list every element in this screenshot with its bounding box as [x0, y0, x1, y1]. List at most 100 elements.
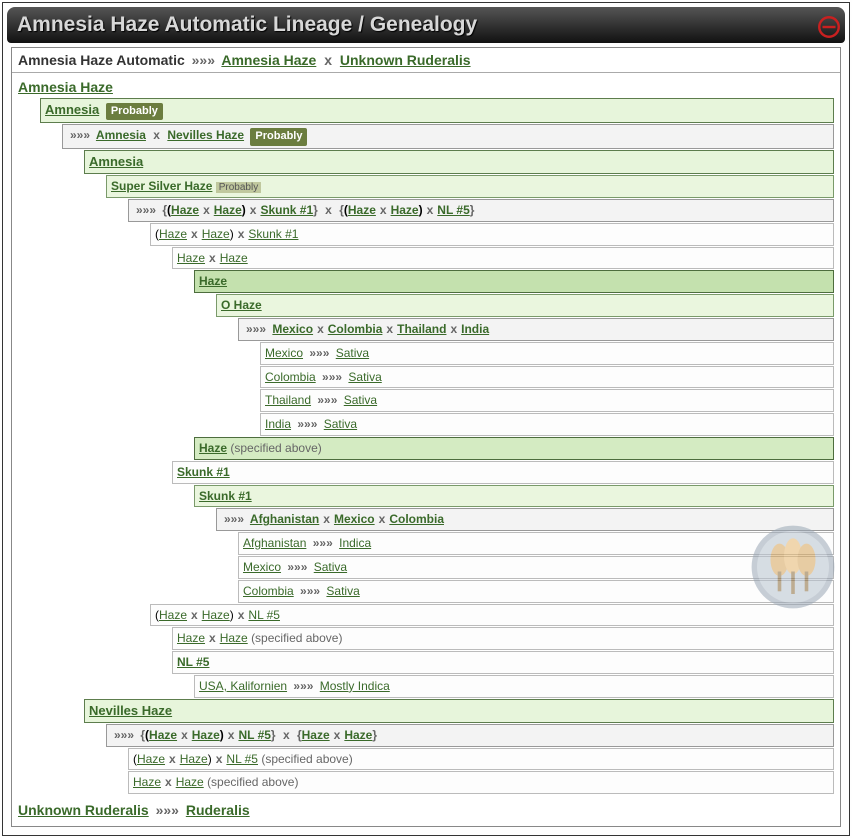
- node-amnesia: Amnesia Probably: [40, 98, 834, 123]
- node-amnesia-haze: Amnesia Haze: [18, 77, 834, 97]
- crumb-root: Amnesia Haze Automatic: [18, 52, 185, 68]
- link-indica[interactable]: Indica: [339, 536, 371, 550]
- link-super-silver-haze[interactable]: Super Silver Haze: [111, 179, 212, 193]
- link-nl5[interactable]: NL #5: [248, 608, 280, 622]
- link-afghanistan[interactable]: Afghanistan: [243, 536, 306, 550]
- link-colombia[interactable]: Colombia: [328, 322, 383, 336]
- link-thailand[interactable]: Thailand: [265, 393, 311, 407]
- link-haze[interactable]: Haze: [180, 752, 208, 766]
- link-sativa[interactable]: Sativa: [336, 346, 369, 360]
- link-mexico[interactable]: Mexico: [272, 322, 313, 336]
- list-item: Colombia »»» Sativa: [238, 580, 834, 603]
- link-mexico[interactable]: Mexico: [265, 346, 303, 360]
- list-item: Thailand »»» Sativa: [260, 389, 834, 412]
- watermark-logo: [748, 522, 838, 615]
- link-sativa[interactable]: Sativa: [344, 393, 377, 407]
- link-haze[interactable]: Haze: [149, 728, 177, 742]
- page-title: Amnesia Haze Automatic Lineage / Genealo…: [7, 7, 845, 43]
- link-amnesia[interactable]: Amnesia: [96, 128, 146, 142]
- link-unknown-ruderalis[interactable]: Unknown Ruderalis: [340, 52, 471, 68]
- link-nevilles-haze[interactable]: Nevilles Haze: [89, 703, 172, 718]
- link-amnesia[interactable]: Amnesia: [45, 102, 99, 117]
- link-haze[interactable]: Haze: [177, 251, 205, 265]
- link-skunk1[interactable]: Skunk #1: [248, 227, 298, 241]
- link-nl5[interactable]: NL #5: [437, 203, 469, 217]
- badge-probably: Probably: [106, 103, 163, 120]
- list-item: USA, Kalifornien »»» Mostly Indica: [194, 675, 834, 698]
- link-haze[interactable]: Haze: [177, 631, 205, 645]
- badge-probably: Probably: [216, 182, 261, 193]
- link-nevilles-haze[interactable]: Nevilles Haze: [167, 128, 244, 142]
- link-skunk1[interactable]: Skunk #1: [260, 203, 313, 217]
- link-skunk1[interactable]: Skunk #1: [177, 465, 230, 479]
- list-item: Afghanistan »»» Indica: [238, 532, 834, 555]
- link-amnesia[interactable]: Amnesia: [89, 154, 143, 169]
- arrow-icon: »»»: [192, 52, 215, 68]
- formula-row: »»» MexicoxColombiaxThailandxIndia: [238, 318, 834, 341]
- link-haze[interactable]: Haze: [391, 203, 419, 217]
- link-nl5[interactable]: NL #5: [226, 752, 258, 766]
- link-afghanistan[interactable]: Afghanistan: [250, 512, 319, 526]
- link-mexico[interactable]: Mexico: [334, 512, 375, 526]
- link-haze[interactable]: Haze: [220, 631, 248, 645]
- node-haze-x-haze: HazexHaze: [172, 247, 834, 270]
- link-haze[interactable]: Haze: [199, 441, 227, 455]
- list-item: Mexico »»» Sativa: [238, 556, 834, 579]
- node-haze-x-haze-specified: HazexHaze (specified above): [172, 627, 834, 650]
- node-haze-x-haze-x-nl5-specified: (HazexHaze)xNL #5 (specified above): [128, 748, 834, 771]
- link-india[interactable]: India: [265, 417, 291, 431]
- link-nl5[interactable]: NL #5: [177, 655, 209, 669]
- node-skunk1: Skunk #1: [194, 485, 834, 508]
- link-haze[interactable]: Haze: [159, 227, 187, 241]
- node-haze-specified: Haze (specified above): [194, 437, 834, 460]
- link-sativa[interactable]: Sativa: [324, 417, 357, 431]
- link-india[interactable]: India: [461, 322, 489, 336]
- link-amnesia-haze[interactable]: Amnesia Haze: [221, 52, 316, 68]
- link-colombia[interactable]: Colombia: [243, 584, 294, 598]
- link-sativa[interactable]: Sativa: [326, 584, 359, 598]
- link-haze[interactable]: Haze: [302, 728, 330, 742]
- link-haze[interactable]: Haze: [202, 608, 230, 622]
- cross-icon: x: [324, 52, 332, 68]
- link-haze[interactable]: Haze: [344, 728, 372, 742]
- link-haze[interactable]: Haze: [137, 752, 165, 766]
- node-haze: Haze: [194, 270, 834, 293]
- link-haze[interactable]: Haze: [220, 251, 248, 265]
- link-usa-kalifornien[interactable]: USA, Kalifornien: [199, 679, 287, 693]
- link-haze[interactable]: Haze: [192, 728, 220, 742]
- link-haze[interactable]: Haze: [133, 775, 161, 789]
- node-nl5: NL #5: [172, 651, 834, 674]
- link-ruderalis[interactable]: Ruderalis: [186, 802, 250, 818]
- link-haze[interactable]: Haze: [176, 775, 204, 789]
- link-sativa[interactable]: Sativa: [348, 370, 381, 384]
- link-mexico[interactable]: Mexico: [243, 560, 281, 574]
- link-haze[interactable]: Haze: [199, 274, 227, 288]
- node-haze-x-haze-x-skunk1: (HazexHaze)xSkunk #1: [150, 223, 834, 246]
- formula-row: »»» {(HazexHaze)xSkunk #1} x {(HazexHaze…: [128, 199, 834, 222]
- link-amnesia-haze[interactable]: Amnesia Haze: [18, 79, 113, 95]
- link-mostly-indica[interactable]: Mostly Indica: [320, 679, 390, 693]
- link-o-haze[interactable]: O Haze: [221, 298, 262, 312]
- node-nevilles-haze: Nevilles Haze: [84, 699, 834, 723]
- formula-row: »»» Amnesia x Nevilles Haze Probably: [62, 124, 834, 148]
- breadcrumb: Amnesia Haze Automatic »»» Amnesia Haze …: [12, 48, 840, 73]
- link-unknown-ruderalis[interactable]: Unknown Ruderalis: [18, 802, 149, 818]
- link-haze[interactable]: Haze: [214, 203, 242, 217]
- link-skunk1[interactable]: Skunk #1: [199, 489, 252, 503]
- node-o-haze: O Haze: [216, 294, 834, 317]
- node-unknown-ruderalis: Unknown Ruderalis »»» Ruderalis: [18, 800, 834, 820]
- lineage-tree: Amnesia Haze Amnesia Probably »»» Amnesi…: [12, 73, 840, 826]
- link-thailand[interactable]: Thailand: [397, 322, 446, 336]
- link-haze[interactable]: Haze: [348, 203, 376, 217]
- link-nl5[interactable]: NL #5: [238, 728, 270, 742]
- link-sativa[interactable]: Sativa: [314, 560, 347, 574]
- link-colombia[interactable]: Colombia: [265, 370, 316, 384]
- list-item: India »»» Sativa: [260, 413, 834, 436]
- close-icon[interactable]: [816, 14, 842, 40]
- link-haze[interactable]: Haze: [171, 203, 199, 217]
- node-skunk1: Skunk #1: [172, 461, 834, 484]
- link-haze[interactable]: Haze: [202, 227, 230, 241]
- node-super-silver-haze: Super Silver Haze Probably: [106, 175, 834, 198]
- link-colombia[interactable]: Colombia: [389, 512, 444, 526]
- link-haze[interactable]: Haze: [159, 608, 187, 622]
